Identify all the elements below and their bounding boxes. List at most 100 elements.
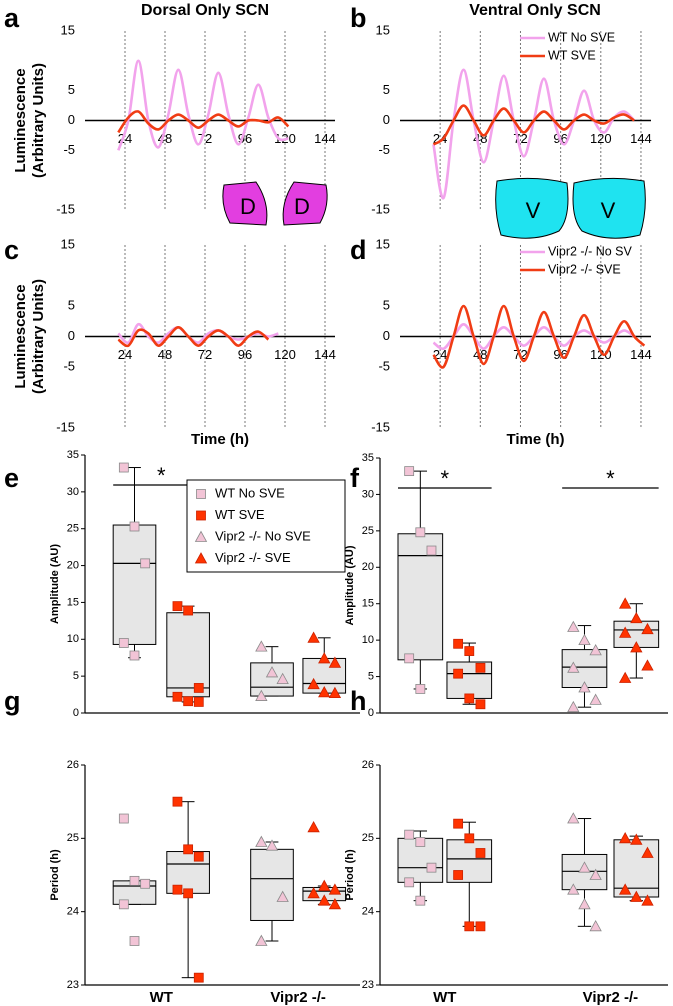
y-tick-label: -5 (378, 358, 390, 373)
data-point (118, 899, 129, 910)
y-tick-label: 20 (67, 559, 79, 571)
y-tick-label: -15 (371, 201, 390, 216)
significance-label: * (606, 466, 615, 491)
data-point (589, 693, 602, 705)
y-axis-label: Amplitude (AU) (344, 545, 356, 625)
data-point (318, 652, 331, 664)
data-point (193, 697, 204, 707)
y-tick-label: 10 (67, 633, 79, 645)
data-point (129, 521, 140, 532)
data-point (567, 883, 580, 895)
x-tick-label: 48 (158, 347, 172, 362)
data-point (415, 837, 426, 847)
y-tick-label: -5 (63, 358, 75, 373)
y-tick-label: 25 (362, 525, 374, 537)
panel-label: c (4, 235, 19, 265)
data-point (453, 668, 464, 679)
scn-icon (495, 177, 569, 239)
data-point (567, 812, 580, 824)
data-point (183, 844, 194, 855)
data-point (464, 921, 475, 932)
y-tick-label: 26 (67, 759, 79, 771)
y-tick-label: 5 (68, 297, 75, 312)
y-tick-label: 15 (67, 596, 79, 608)
x-tick-label: 120 (590, 131, 612, 146)
y-axis-label: Luminescence (12, 284, 29, 388)
data-point (404, 466, 415, 477)
data-point (415, 684, 426, 694)
data-point (255, 835, 268, 847)
legend-label: WT SVE (215, 507, 265, 522)
y-tick-label: 15 (61, 236, 75, 251)
data-point (265, 839, 279, 851)
y-tick-label: 25 (67, 523, 79, 535)
data-point (578, 633, 591, 646)
data-point (475, 699, 486, 710)
x-tick-label: 144 (630, 347, 652, 362)
y-tick-label: -15 (56, 419, 75, 434)
data-point (618, 883, 632, 895)
box (166, 612, 210, 698)
y-tick-label: 0 (368, 707, 374, 719)
data-point (276, 672, 289, 684)
x-tick-label: Vipr2 -/- (583, 989, 639, 1006)
data-point (618, 671, 632, 683)
x-tick-label: 120 (590, 347, 612, 362)
data-point (589, 920, 602, 932)
data-point (618, 626, 632, 638)
y-tick-label: 35 (67, 449, 79, 461)
y-tick-label: 15 (376, 22, 390, 37)
y-tick-label: 30 (362, 488, 374, 500)
data-point (415, 527, 426, 538)
data-point (464, 646, 475, 656)
data-point (318, 879, 331, 891)
data-point (255, 934, 268, 946)
x-tick-label: 144 (630, 131, 652, 146)
data-point (475, 921, 486, 932)
data-point (183, 605, 194, 616)
data-point (265, 666, 279, 678)
legend-label: WT No SVE (548, 30, 615, 44)
data-point (464, 833, 475, 844)
panel-title: Dorsal Only SCN (141, 2, 269, 19)
data-point (475, 662, 486, 673)
y-tick-label: -15 (371, 419, 390, 434)
data-point (630, 641, 643, 653)
y-axis-label: Period (h) (49, 849, 61, 901)
scn-icon-label: D (294, 194, 310, 219)
data-point (475, 848, 486, 858)
y-tick-label: 5 (383, 297, 390, 312)
y-tick-label: 15 (376, 236, 390, 251)
y-tick-label: 26 (362, 759, 374, 771)
panel-label: e (4, 463, 19, 493)
scn-icon (282, 181, 328, 226)
series-line (117, 326, 270, 348)
y-tick-label: 35 (362, 452, 374, 464)
x-tick-label: 24 (118, 347, 132, 362)
y-tick-label: 0 (68, 328, 75, 343)
legend-label: WT SVE (548, 48, 596, 62)
data-point (118, 462, 129, 473)
scn-icon-label: V (526, 198, 541, 223)
data-point (140, 558, 151, 569)
data-point (255, 689, 268, 701)
data-point (404, 877, 415, 888)
y-tick-label: 15 (362, 598, 374, 610)
data-point (318, 894, 331, 906)
y-tick-label: 5 (383, 82, 390, 97)
data-point (453, 870, 464, 880)
data-point (194, 552, 208, 564)
data-point (328, 898, 342, 910)
data-point (193, 683, 204, 693)
y-tick-label: -15 (56, 201, 75, 216)
panel-label: a (4, 3, 20, 33)
data-point (307, 887, 320, 899)
scn-icon-label: V (601, 198, 616, 223)
data-point (194, 530, 208, 542)
data-point (307, 677, 320, 690)
data-point (404, 829, 415, 840)
data-point (404, 653, 415, 664)
data-point (129, 875, 140, 886)
data-point (567, 700, 580, 713)
data-point (630, 833, 643, 845)
